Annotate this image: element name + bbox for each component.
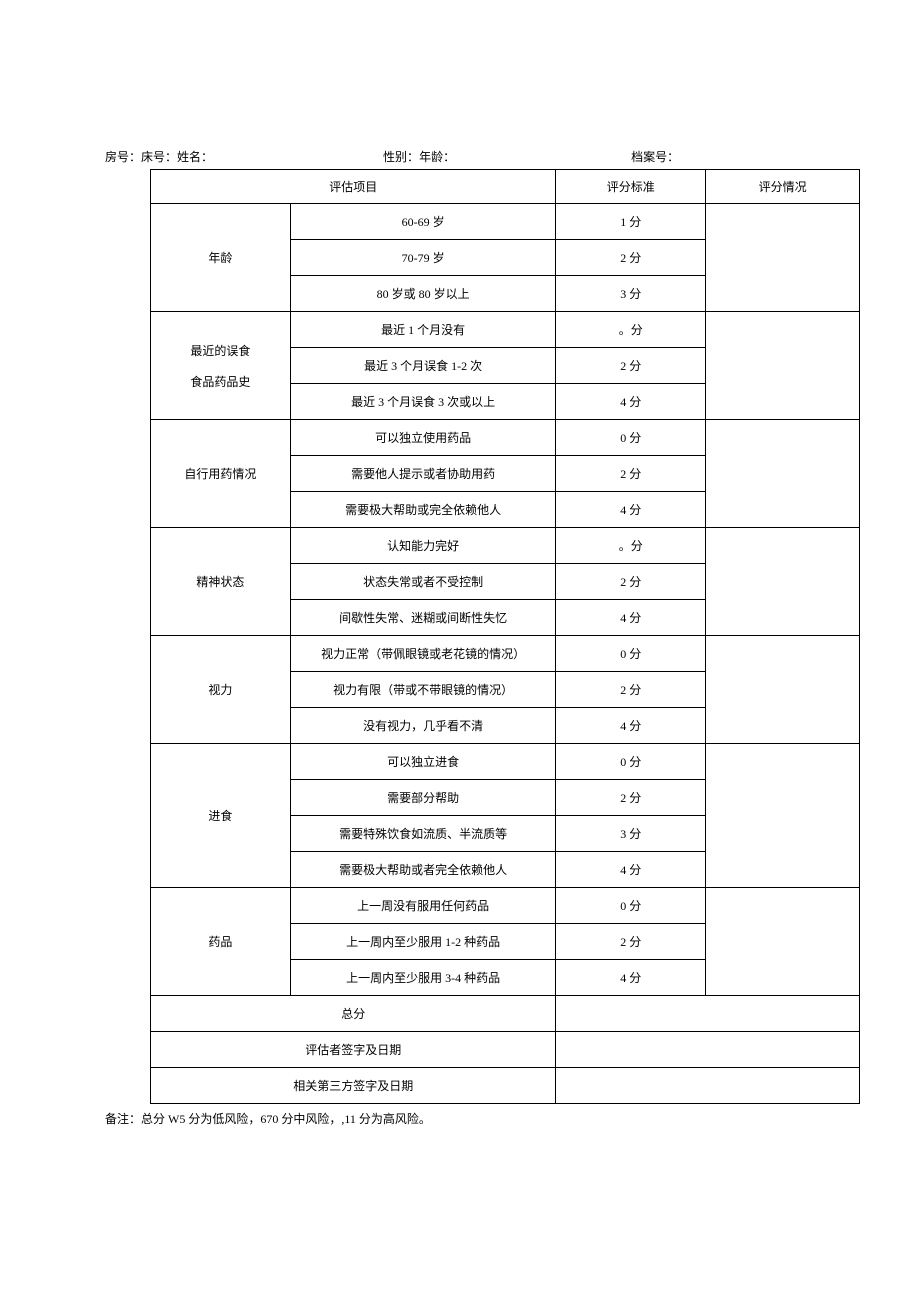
assessor-label: 评估者签字及日期 xyxy=(151,1032,556,1068)
row-score: 4 分 xyxy=(556,384,706,420)
table-row: 年龄 60-69 岁 1 分 xyxy=(151,204,860,240)
name-label: 姓名： xyxy=(177,148,213,165)
row-score: 1 分 xyxy=(556,204,706,240)
bed-label: 床号： xyxy=(141,148,177,165)
thirdparty-label: 相关第三方签字及日期 xyxy=(151,1068,556,1104)
total-value[interactable] xyxy=(556,996,860,1032)
row-score: 4 分 xyxy=(556,960,706,996)
result-cell[interactable] xyxy=(706,420,860,528)
result-cell[interactable] xyxy=(706,204,860,312)
row-desc: 上一周内至少服用 1-2 种药品 xyxy=(290,924,556,960)
row-desc: 最近 3 个月误食 3 次或以上 xyxy=(290,384,556,420)
result-cell[interactable] xyxy=(706,312,860,420)
row-score: 。分 xyxy=(556,312,706,348)
row-desc: 可以独立进食 xyxy=(290,744,556,780)
total-label: 总分 xyxy=(151,996,556,1032)
row-desc: 需要部分帮助 xyxy=(290,780,556,816)
row-desc: 需要他人提示或者协助用药 xyxy=(290,456,556,492)
age-label: 年龄： xyxy=(419,148,455,165)
row-desc: 需要极大帮助或完全依赖他人 xyxy=(290,492,556,528)
row-score: 4 分 xyxy=(556,852,706,888)
category-age: 年龄 xyxy=(151,204,291,312)
row-score: 4 分 xyxy=(556,492,706,528)
assessment-table: 评估项目 评分标准 评分情况 年龄 60-69 岁 1 分 70-79 岁 2 … xyxy=(150,169,860,1104)
assessor-value[interactable] xyxy=(556,1032,860,1068)
row-desc: 需要极大帮助或者完全依赖他人 xyxy=(290,852,556,888)
category-misfeed: 最近的误食 食品药品史 xyxy=(151,312,291,420)
result-cell[interactable] xyxy=(706,744,860,888)
result-cell[interactable] xyxy=(706,636,860,744)
row-score: 。分 xyxy=(556,528,706,564)
file-label: 档案号： xyxy=(631,148,679,165)
table-row: 自行用药情况 可以独立使用药品 0 分 xyxy=(151,420,860,456)
assessor-row: 评估者签字及日期 xyxy=(151,1032,860,1068)
row-desc: 需要特殊饮食如流质、半流质等 xyxy=(290,816,556,852)
row-desc: 60-69 岁 xyxy=(290,204,556,240)
row-score: 2 分 xyxy=(556,564,706,600)
col-standard: 评分标准 xyxy=(556,170,706,204)
row-score: 2 分 xyxy=(556,456,706,492)
row-score: 2 分 xyxy=(556,780,706,816)
row-desc: 上一周内至少服用 3-4 种药品 xyxy=(290,960,556,996)
col-item: 评估项目 xyxy=(151,170,556,204)
result-cell[interactable] xyxy=(706,528,860,636)
form-header: 房号： 床号： 姓名： 性别： 年龄： 档案号： xyxy=(105,148,815,165)
row-score: 2 分 xyxy=(556,924,706,960)
row-score: 0 分 xyxy=(556,636,706,672)
row-desc: 间歇性失常、迷糊或间断性失忆 xyxy=(290,600,556,636)
table-row: 进食 可以独立进食 0 分 xyxy=(151,744,860,780)
category-vision: 视力 xyxy=(151,636,291,744)
category-selfmed: 自行用药情况 xyxy=(151,420,291,528)
row-desc: 视力正常（带佩眼镜或老花镜的情况） xyxy=(290,636,556,672)
table-row: 精神状态 认知能力完好 。分 xyxy=(151,528,860,564)
row-score: 4 分 xyxy=(556,600,706,636)
table-row: 最近的误食 食品药品史 最近 1 个月没有 。分 xyxy=(151,312,860,348)
row-desc: 视力有限（带或不带眼镜的情况） xyxy=(290,672,556,708)
thirdparty-value[interactable] xyxy=(556,1068,860,1104)
row-desc: 70-79 岁 xyxy=(290,240,556,276)
row-desc: 80 岁或 80 岁以上 xyxy=(290,276,556,312)
category-line1: 最近的误食 xyxy=(155,342,286,359)
row-desc: 可以独立使用药品 xyxy=(290,420,556,456)
room-label: 房号： xyxy=(105,148,141,165)
thirdparty-row: 相关第三方签字及日期 xyxy=(151,1068,860,1104)
result-cell[interactable] xyxy=(706,888,860,996)
sex-label: 性别： xyxy=(383,148,419,165)
row-score: 2 分 xyxy=(556,672,706,708)
row-score: 3 分 xyxy=(556,276,706,312)
row-desc: 没有视力，几乎看不清 xyxy=(290,708,556,744)
row-score: 0 分 xyxy=(556,420,706,456)
footnote: 备注：总分 W5 分为低风险，670 分中风险，,11 分为高风险。 xyxy=(105,1110,815,1127)
category-medication: 药品 xyxy=(151,888,291,996)
row-desc: 最近 1 个月没有 xyxy=(290,312,556,348)
row-score: 4 分 xyxy=(556,708,706,744)
category-line2: 食品药品史 xyxy=(155,373,286,390)
row-desc: 最近 3 个月误食 1-2 次 xyxy=(290,348,556,384)
col-result: 评分情况 xyxy=(706,170,860,204)
row-desc: 上一周没有服用任何药品 xyxy=(290,888,556,924)
category-mental: 精神状态 xyxy=(151,528,291,636)
row-score: 2 分 xyxy=(556,240,706,276)
table-row: 药品 上一周没有服用任何药品 0 分 xyxy=(151,888,860,924)
row-score: 0 分 xyxy=(556,744,706,780)
row-score: 3 分 xyxy=(556,816,706,852)
row-desc: 状态失常或者不受控制 xyxy=(290,564,556,600)
table-header-row: 评估项目 评分标准 评分情况 xyxy=(151,170,860,204)
table-row: 视力 视力正常（带佩眼镜或老花镜的情况） 0 分 xyxy=(151,636,860,672)
category-eating: 进食 xyxy=(151,744,291,888)
row-desc: 认知能力完好 xyxy=(290,528,556,564)
row-score: 2 分 xyxy=(556,348,706,384)
row-score: 0 分 xyxy=(556,888,706,924)
total-row: 总分 xyxy=(151,996,860,1032)
